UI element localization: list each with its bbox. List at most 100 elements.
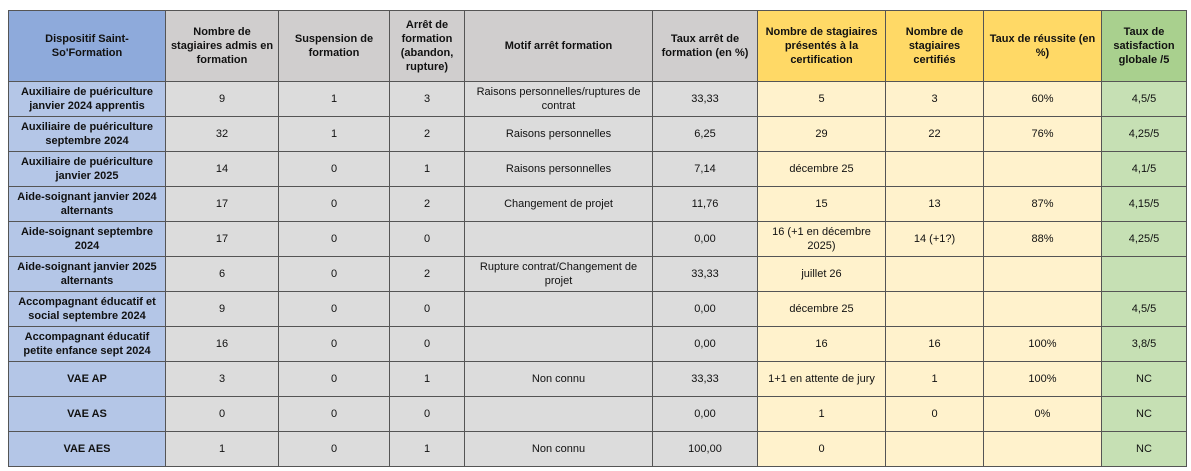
table-cell: 14 (+1?): [885, 221, 984, 257]
table-cell: 0%: [983, 396, 1102, 432]
table-cell: 0: [278, 221, 390, 257]
table-cell: 0: [278, 396, 390, 432]
table-cell: 16: [757, 326, 886, 362]
table-cell: 33,33: [652, 256, 758, 292]
table-cell: 6: [165, 256, 279, 292]
table-cell: NC: [1101, 396, 1187, 432]
table-cell: 3: [389, 81, 465, 117]
table-cell: 4,5/5: [1101, 81, 1187, 117]
table-row: VAE AP 3 0 1 Non connu 33,33 1+1 en attente de…: [8, 361, 1187, 397]
table-cell: 1: [885, 361, 984, 397]
table-cell: [885, 291, 984, 327]
table-cell: 16: [165, 326, 279, 362]
header-cell: Nombre de stagiaires certifiés: [885, 10, 984, 82]
table-row: Auxiliaire de puériculture janvier 2024 …: [8, 81, 1187, 117]
table-cell: 0: [278, 431, 390, 467]
table-cell: 100,00: [652, 431, 758, 467]
table-cell: 14: [165, 151, 279, 187]
table-cell: 0: [389, 326, 465, 362]
table-cell: 0,00: [652, 396, 758, 432]
table-cell: 0: [278, 151, 390, 187]
table-cell: [464, 396, 653, 432]
header-row: Dispositif Saint-So'Formation Nombre de s…: [8, 10, 1187, 82]
table-cell: 1: [757, 396, 886, 432]
table-cell: 6,25: [652, 116, 758, 152]
table-body: Auxiliaire de puériculture janvier 2024 …: [8, 81, 1187, 467]
row-label: Aide-soignant janvier 2025 alternants: [8, 256, 166, 292]
data-table: Dispositif Saint-So'Formation Nombre de s…: [8, 10, 1187, 467]
table-cell: Raisons personnelles: [464, 116, 653, 152]
table-cell: [464, 291, 653, 327]
table-row: Accompagnant éducatif petite enfance sep…: [8, 326, 1187, 362]
row-label: VAE AS: [8, 396, 166, 432]
table-cell: 88%: [983, 221, 1102, 257]
table-cell: [885, 431, 984, 467]
table-cell: 0: [278, 291, 390, 327]
table-cell: [885, 256, 984, 292]
table-cell: 32: [165, 116, 279, 152]
table-cell: 0: [389, 221, 465, 257]
row-label: Aide-soignant septembre 2024: [8, 221, 166, 257]
header-cell: Taux de réussite (en %): [983, 10, 1102, 82]
table-cell: 1: [278, 81, 390, 117]
table-cell: 87%: [983, 186, 1102, 222]
table-cell: 0,00: [652, 221, 758, 257]
table-cell: [983, 256, 1102, 292]
table-cell: 100%: [983, 361, 1102, 397]
row-label: Auxiliaire de puériculture septembre 202…: [8, 116, 166, 152]
table-cell: 0: [278, 186, 390, 222]
table-row: Aide-soignant septembre 2024 17 0 0 0,00 16 (…: [8, 221, 1187, 257]
table-cell: 0: [165, 396, 279, 432]
table-cell: 60%: [983, 81, 1102, 117]
table-cell: 1: [389, 151, 465, 187]
table-cell: 4,25/5: [1101, 116, 1187, 152]
table-cell: 3,8/5: [1101, 326, 1187, 362]
table-cell: 7,14: [652, 151, 758, 187]
table-row: VAE AS 0 0 0 0,00 1 0 0% NC: [8, 396, 1187, 432]
table-cell: 17: [165, 186, 279, 222]
header-cell: Taux de satisfaction globale /5: [1101, 10, 1187, 82]
table-cell: 11,76: [652, 186, 758, 222]
header-cell: Nombre de stagiaires présentés à la cert…: [757, 10, 886, 82]
table-cell: 3: [165, 361, 279, 397]
header-cell: Suspension de formation: [278, 10, 390, 82]
table-cell: 13: [885, 186, 984, 222]
row-label: Auxiliaire de puériculture janvier 2024 …: [8, 81, 166, 117]
table-cell: Raisons personnelles: [464, 151, 653, 187]
table-row: Accompagnant éducatif et social septembr…: [8, 291, 1187, 327]
table-cell: 3: [885, 81, 984, 117]
row-label: VAE AES: [8, 431, 166, 467]
table-cell: 2: [389, 116, 465, 152]
table-cell: [983, 431, 1102, 467]
table-cell: 0: [278, 256, 390, 292]
table-cell: Rupture contrat/Changement de projet: [464, 256, 653, 292]
table-cell: 16 (+1 en décembre 2025): [757, 221, 886, 257]
table-cell: 0: [757, 431, 886, 467]
table-row: Auxiliaire de puériculture septembre 202…: [8, 116, 1187, 152]
table-cell: [885, 151, 984, 187]
table-row: Aide-soignant janvier 2025 alternants 6 0 2…: [8, 256, 1187, 292]
table-cell: Raisons personnelles/ruptures de contrat: [464, 81, 653, 117]
table-cell: NC: [1101, 361, 1187, 397]
table-cell: décembre 25: [757, 151, 886, 187]
table-cell: 22: [885, 116, 984, 152]
table-cell: [464, 326, 653, 362]
table-cell: 5: [757, 81, 886, 117]
table-cell: 76%: [983, 116, 1102, 152]
table-cell: 15: [757, 186, 886, 222]
table-cell: 16: [885, 326, 984, 362]
table-cell: 9: [165, 291, 279, 327]
table-cell: 9: [165, 81, 279, 117]
table-cell: 1: [389, 361, 465, 397]
table-cell: 0,00: [652, 326, 758, 362]
table-cell: 33,33: [652, 361, 758, 397]
table-cell: 1: [165, 431, 279, 467]
table-cell: 4,25/5: [1101, 221, 1187, 257]
table-cell: [983, 151, 1102, 187]
table-cell: 100%: [983, 326, 1102, 362]
table-cell: NC: [1101, 431, 1187, 467]
table-cell: 33,33: [652, 81, 758, 117]
table-cell: 0,00: [652, 291, 758, 327]
table-row: VAE AES 1 0 1 Non connu 100,00 0 NC: [8, 431, 1187, 467]
